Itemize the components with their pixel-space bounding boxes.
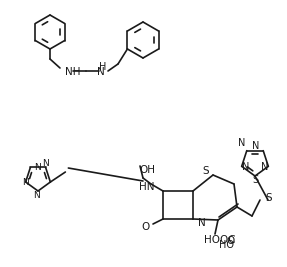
Text: N: N	[42, 159, 49, 168]
Text: N: N	[97, 67, 105, 77]
Text: N: N	[34, 163, 41, 172]
Text: H: H	[99, 62, 107, 72]
Text: O: O	[226, 236, 234, 246]
Text: S: S	[202, 166, 209, 176]
Text: N: N	[198, 218, 206, 228]
Text: S: S	[265, 193, 272, 203]
Text: N: N	[238, 138, 245, 148]
Text: O: O	[142, 222, 150, 232]
Text: N: N	[22, 178, 29, 187]
Text: N: N	[33, 191, 39, 201]
Text: HN: HN	[139, 182, 155, 192]
Text: S: S	[252, 175, 258, 185]
Text: NH: NH	[65, 67, 80, 77]
Text: N: N	[261, 162, 268, 172]
Text: N: N	[251, 141, 259, 151]
Text: HOOC: HOOC	[204, 235, 236, 245]
Text: OH: OH	[139, 165, 155, 175]
Text: N: N	[242, 162, 249, 172]
Text: HO: HO	[219, 240, 234, 250]
